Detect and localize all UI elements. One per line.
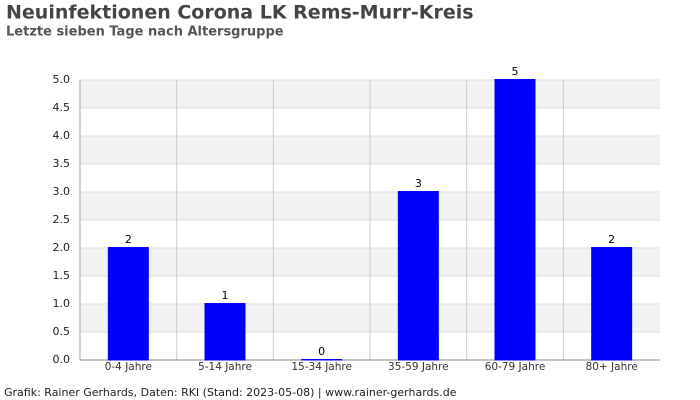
x-tick-label: 15-34 Jahre — [291, 361, 352, 373]
y-tick-label: 2.5 — [53, 213, 71, 226]
y-tick-label: 4.0 — [53, 129, 71, 142]
y-tick-label: 1.5 — [53, 269, 71, 282]
bar — [107, 247, 149, 361]
value-label: 5 — [512, 65, 519, 78]
x-tick-label: 35-59 Jahre — [388, 361, 449, 373]
bar — [494, 79, 536, 361]
value-label: 2 — [608, 233, 615, 246]
value-label: 1 — [222, 289, 229, 302]
chart-title: Neuinfektionen Corona LK Rems-Murr-Kreis — [6, 2, 474, 24]
x-tick-label: 80+ Jahre — [586, 361, 638, 373]
source-note: Grafik: Rainer Gerhards, Daten: RKI (Sta… — [4, 386, 457, 399]
y-tick-label: 4.5 — [53, 101, 71, 114]
bar — [591, 247, 633, 361]
bar — [204, 303, 246, 361]
bar — [301, 359, 343, 361]
y-tick-label: 5.0 — [53, 73, 71, 86]
y-tick-label: 0.0 — [53, 353, 71, 366]
value-label: 0 — [318, 345, 325, 358]
x-tick-label: 0-4 Jahre — [105, 361, 152, 373]
chart-subtitle: Letzte sieben Tage nach Altersgruppe — [6, 25, 284, 40]
y-tick-label: 3.0 — [53, 185, 71, 198]
x-tick-label: 5-14 Jahre — [198, 361, 252, 373]
bar — [397, 191, 439, 361]
y-tick-label: 2.0 — [53, 241, 71, 254]
y-tick-label: 1.0 — [53, 297, 71, 310]
value-label: 3 — [415, 177, 422, 190]
y-tick-label: 0.5 — [53, 325, 71, 338]
y-tick-label: 3.5 — [53, 157, 71, 170]
value-label: 2 — [125, 233, 132, 246]
x-tick-label: 60-79 Jahre — [485, 361, 546, 373]
